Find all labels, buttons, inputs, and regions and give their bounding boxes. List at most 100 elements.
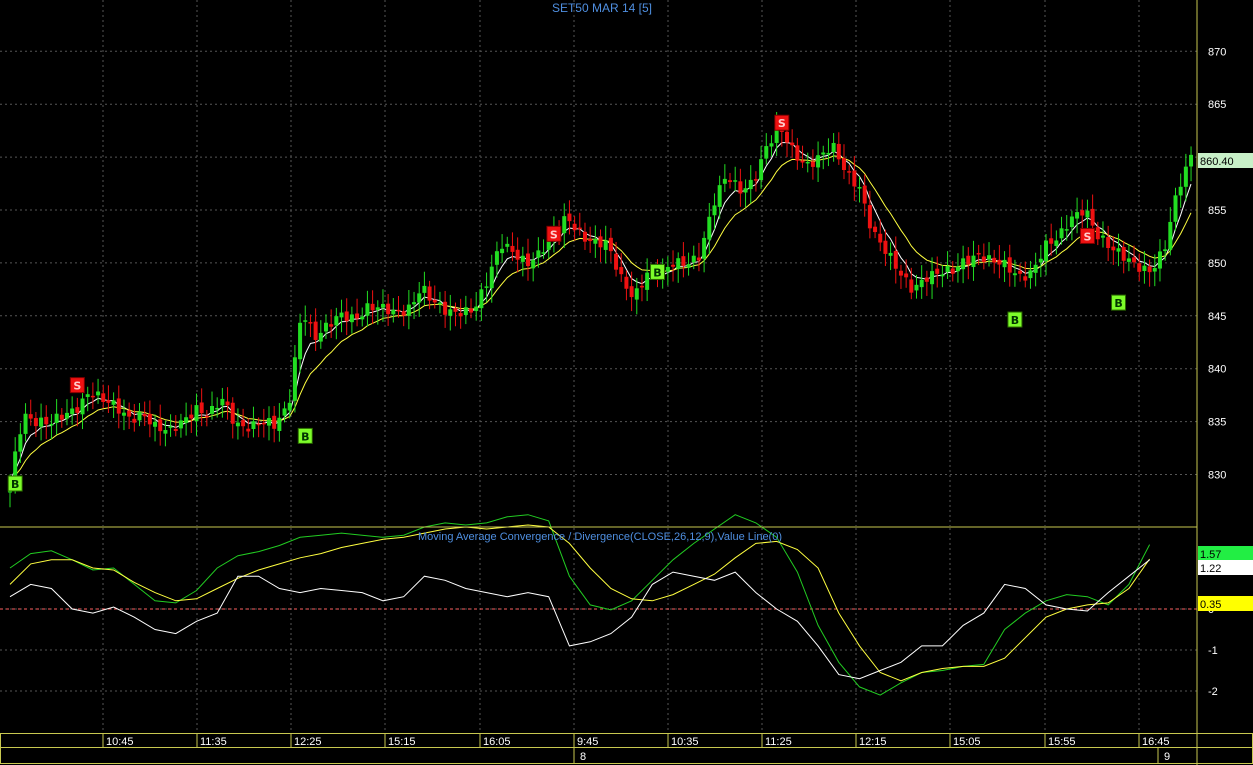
labels: 8308358408458508558608658700-1-210:4511:… — [102, 46, 1253, 763]
candle-bearish — [142, 414, 147, 417]
sell-signal-label: S — [550, 228, 558, 241]
candle-bullish — [489, 266, 494, 289]
candle-bearish — [427, 286, 432, 301]
time-label: 12:15 — [859, 736, 887, 748]
moving-averages — [9, 142, 1192, 481]
candle-bearish — [1080, 210, 1085, 216]
candle-bullish — [365, 303, 370, 316]
sell-signal-label: S — [1083, 230, 1091, 243]
sell-signal-label: S — [73, 380, 81, 393]
candle-bearish — [728, 180, 733, 183]
candle-bullish — [634, 288, 639, 300]
sell-signal — [69, 377, 85, 394]
candle-bearish — [355, 313, 360, 319]
candle-bullish — [23, 413, 28, 434]
candle-bullish — [831, 142, 836, 153]
candle-bullish — [722, 178, 727, 184]
time-label: 15:05 — [953, 736, 981, 748]
time-label: 10:35 — [671, 736, 699, 748]
candle-bearish — [629, 286, 634, 298]
candle-bullish — [168, 426, 173, 428]
time-label: 11:25 — [765, 736, 792, 748]
candle-bullish — [733, 180, 738, 182]
candle-bearish — [308, 322, 313, 324]
candle-bullish — [1189, 154, 1194, 167]
macd-lines — [0, 514, 1197, 696]
candle-bullish — [80, 398, 85, 415]
candle-bearish — [33, 418, 38, 427]
candle-bearish — [458, 313, 463, 317]
candle-bearish — [59, 414, 64, 420]
candle-bullish — [49, 423, 54, 426]
candle-bearish — [810, 161, 815, 167]
candle-bullish — [184, 417, 189, 423]
candle-bearish — [588, 239, 593, 242]
candle-bearish — [852, 170, 857, 187]
candle-bullish — [39, 417, 44, 427]
candle-bullish — [536, 250, 541, 258]
hist-value-tag — [1198, 596, 1253, 611]
candle-bearish — [1018, 270, 1023, 274]
candle-bearish — [696, 257, 701, 261]
candle-bearish — [992, 257, 997, 263]
candle-bullish — [562, 216, 567, 234]
buy-signal-label: B — [1114, 297, 1122, 310]
candle-bullish — [277, 417, 282, 431]
day-axis-frame — [0, 747, 1253, 764]
candle-bearish — [1049, 238, 1054, 244]
series-histogram-line — [9, 559, 1150, 680]
candle-bearish — [681, 256, 686, 266]
buy-signal — [297, 427, 313, 444]
candle-bearish — [738, 181, 743, 194]
candle-bullish — [1178, 186, 1183, 196]
candle-bullish — [422, 285, 427, 293]
candle-bullish — [1038, 258, 1043, 263]
candle-bullish — [282, 408, 287, 416]
candle-bearish — [1023, 276, 1028, 281]
candle-bearish — [329, 324, 334, 327]
candle-bullish — [163, 430, 168, 434]
candle-bullish — [1116, 248, 1121, 252]
candle-bearish — [127, 410, 132, 417]
grid — [0, 0, 1197, 733]
candle-bullish — [505, 243, 510, 247]
candle-bullish — [857, 187, 862, 189]
candle-bearish — [469, 308, 474, 313]
candle-bearish — [909, 279, 914, 293]
candle-bearish — [313, 321, 318, 340]
candle-bullish — [178, 420, 183, 429]
signals: S B B S B S B S B — [7, 114, 1127, 492]
candle-bullish — [940, 274, 945, 277]
candle-bearish — [935, 268, 940, 274]
candle-bullish — [18, 434, 23, 452]
candle-bearish — [582, 231, 587, 242]
candle-bullish — [1126, 258, 1131, 262]
candle-bearish — [1090, 208, 1095, 226]
candle-bearish — [836, 143, 841, 160]
candle-bullish — [888, 252, 893, 256]
time-label: 15:55 — [1048, 736, 1076, 748]
candle-bearish — [272, 415, 277, 429]
candle-bullish — [1033, 264, 1038, 273]
candle-bearish — [370, 303, 375, 311]
candle-bearish — [526, 253, 530, 267]
candle-bearish — [344, 311, 349, 322]
candle-bullish — [479, 289, 484, 309]
candle-bearish — [1147, 266, 1152, 273]
candle-bearish — [785, 131, 789, 143]
candle-bullish — [251, 421, 256, 429]
candle-bearish — [101, 393, 106, 402]
candle-bearish — [904, 273, 909, 278]
candle-bearish — [614, 253, 619, 270]
time-label: 16:45 — [1142, 736, 1170, 748]
candle-bullish — [194, 405, 199, 422]
candle-bearish — [230, 402, 235, 424]
candle-bullish — [821, 152, 826, 155]
candle-bullish — [702, 237, 707, 259]
candle-bullish — [1044, 240, 1048, 262]
candle-bearish — [75, 407, 80, 413]
candle-bearish — [1106, 237, 1111, 248]
candle-bearish — [241, 420, 246, 427]
candle-bullish — [645, 272, 650, 290]
candle-bearish — [1121, 247, 1126, 261]
